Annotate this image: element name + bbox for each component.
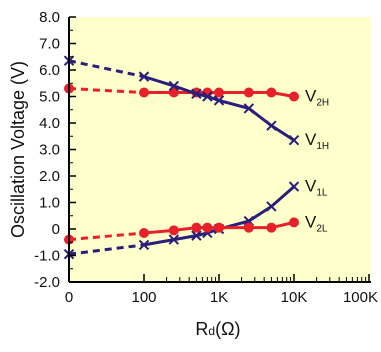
- data-point: [243, 222, 254, 233]
- plot-area: [69, 17, 371, 282]
- y-tick-label: 3.0: [39, 142, 60, 159]
- y-tick-label: 1.0: [39, 195, 60, 212]
- data-point: [243, 87, 254, 98]
- x-tick-label: 1K: [210, 289, 228, 306]
- data-point: [266, 222, 277, 233]
- y-tick-label: 6.0: [39, 62, 60, 79]
- data-point: [266, 87, 277, 98]
- data-point: [213, 95, 225, 106]
- data-point: [289, 91, 299, 102]
- y-tick-label: 5.0: [39, 89, 60, 106]
- data-point: [168, 80, 180, 92]
- data-point: [202, 91, 213, 102]
- data-point: [289, 217, 299, 228]
- y-tick-label: 8.0: [39, 9, 60, 26]
- data-point: [168, 87, 179, 98]
- x-tick-label: 100K: [343, 289, 378, 306]
- data-point: [191, 222, 202, 233]
- data-point: [214, 87, 224, 98]
- data-point: [138, 71, 150, 82]
- series-dashed-segment: [68, 87, 145, 95]
- data-point: [266, 201, 277, 212]
- data-point: [288, 135, 300, 146]
- y-axis-title: Oscillation Voltage (V): [8, 61, 28, 238]
- data-point: [202, 222, 213, 233]
- data-point: [138, 239, 150, 251]
- series-dashed-segment: [68, 59, 145, 79]
- y-tick-label: -1.0: [34, 248, 60, 265]
- y-tick-label: 0: [52, 221, 60, 238]
- axes-layer: 8.0 7.0 6.0 5.0 4.0 3.0 2.0 1.0 0 -1.0 -2.0 0 100 1K 1…: [34, 9, 378, 306]
- data-point: [214, 222, 224, 233]
- data-point: [168, 234, 180, 245]
- y-tick-label: 7.0: [39, 36, 60, 53]
- y-tick-label: 4.0: [39, 115, 60, 132]
- series-dashed-segment: [68, 243, 145, 256]
- y-tick-label: -2.0: [34, 274, 60, 291]
- data-point: [288, 181, 300, 192]
- x-axis-title: Rd(Ω): [195, 319, 240, 339]
- x-tick-label: 0: [65, 289, 73, 306]
- data-point: [168, 225, 179, 236]
- series-dashed-segment: [68, 231, 145, 242]
- data-point: [139, 227, 149, 238]
- data-point: [243, 103, 255, 114]
- data-point: [191, 230, 202, 241]
- data-point: [191, 88, 202, 100]
- data-point: [266, 120, 277, 131]
- data-point: [139, 87, 149, 98]
- x-tick-label: 100: [131, 289, 156, 306]
- y-tick-label: 2.0: [39, 168, 60, 185]
- x-tick-label: 10K: [281, 289, 308, 306]
